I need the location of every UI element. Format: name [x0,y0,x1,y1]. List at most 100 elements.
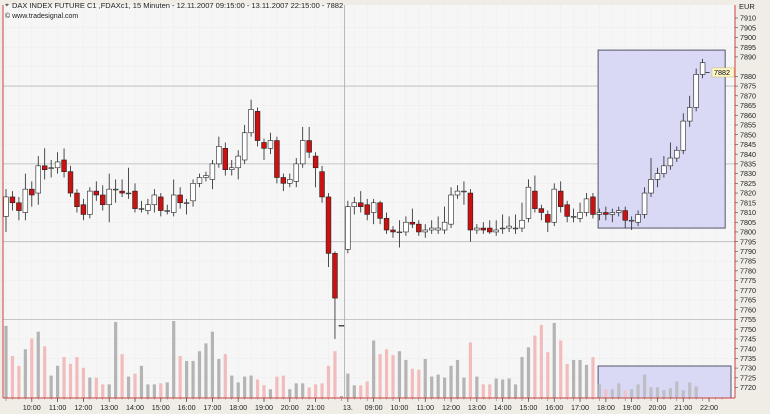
volume-bar [662,390,666,398]
volume-bar [559,340,563,398]
candle-up [493,229,499,233]
volume-bar [655,387,660,398]
volume-bar [436,374,440,398]
volume-bar [462,377,466,398]
volume-bar [243,376,247,398]
candle-up [138,208,145,210]
candle-down [67,171,74,194]
candle-down [564,204,570,217]
volume-bar [36,331,40,398]
x-tick-label: 20:00 [281,403,299,412]
candle-down [622,210,628,221]
candle-up [48,167,54,169]
volume-bar [481,384,485,398]
candle-down [222,148,228,171]
last-price-label: 7882 [714,68,730,77]
volume-bar [333,351,337,398]
x-tick-label: 12:00 [442,403,460,412]
volume-bar [17,365,21,398]
volume-bar [268,389,273,398]
candle-down [487,227,493,233]
copyright-icon: © [5,13,11,20]
volume-bar [56,365,60,398]
y-tick-label: 7850 [740,130,756,139]
candle-down [254,111,261,141]
candle-up [570,216,577,218]
volume-bar [275,376,279,398]
y-tick-label: 7880 [740,72,756,81]
volume-bar [288,389,292,398]
volume-bar [384,349,389,398]
volume-bar [107,384,111,398]
y-tick-label: 7725 [740,373,756,382]
volume-bar [584,364,589,398]
y-tick-label: 7750 [740,325,756,334]
candle-up [441,221,448,231]
candle-up [229,167,235,171]
volume-bar [391,355,395,398]
candle-up [583,198,590,213]
volume-bar [62,357,66,398]
volume-bar [314,384,318,398]
candle-down [383,218,390,231]
candle-up [196,177,203,184]
volume-bar [307,387,311,398]
volume-bar [152,384,156,398]
volume-bar [410,368,414,398]
candle-down [603,212,609,215]
volume-bar [668,388,672,398]
volume-bar [262,385,266,398]
volume-bar [204,343,208,398]
volume-bar [10,356,15,398]
y-tick-label: 7890 [740,53,756,62]
volume-bar [165,382,169,398]
candle-up [512,227,519,230]
volume-bar [339,396,343,398]
candle-down [177,194,183,204]
last-price-marker [711,67,735,78]
candle-down [377,202,383,219]
source-label[interactable]: © www.tradesignal.com [5,13,78,21]
y-tick-label: 7740 [740,344,756,353]
volume-bar [681,390,685,398]
candle-up [641,192,648,215]
y-tick-label: 7905 [740,23,756,32]
candle-up [151,194,158,206]
candle-up [428,227,435,231]
volume-bar [649,387,653,398]
x-tick-label: 17:00 [571,403,589,412]
x-tick-label: 09:00 [365,403,383,412]
volume-bar [572,359,576,398]
volume-bar [49,375,53,398]
y-tick-label: 7840 [740,150,756,159]
volume-bar [546,352,550,398]
candle-up [654,173,661,180]
candle-down [545,214,551,223]
candle-up [448,194,454,225]
candle-up [525,186,532,219]
candle-up [609,212,616,215]
candle-up [680,120,686,151]
candle-down [74,192,80,207]
y-tick-label: 7875 [740,82,756,91]
chart-title: ⌖ DAX INDEX FUTURE C1 ,FDAXc1, 15 Minute… [5,1,343,10]
volume-bar [210,331,214,398]
y-tick-label: 7910 [740,14,756,23]
candle-down [80,204,87,215]
volume-bar [520,357,524,398]
volume-bar [449,365,453,398]
volume-bar [352,385,356,398]
volume-bar [301,383,305,398]
volume-bar [539,324,543,398]
candle-up [699,62,706,75]
y-tick-label: 7830 [740,169,756,178]
x-tick-label: 19:00 [623,403,641,412]
x-tick-label: 15:00 [519,403,537,412]
candle-down [93,190,100,196]
candle-down [9,196,16,204]
candle-down [416,223,422,233]
volume-bar [68,363,73,398]
volume-bar [501,379,505,398]
candle-up [299,140,306,165]
